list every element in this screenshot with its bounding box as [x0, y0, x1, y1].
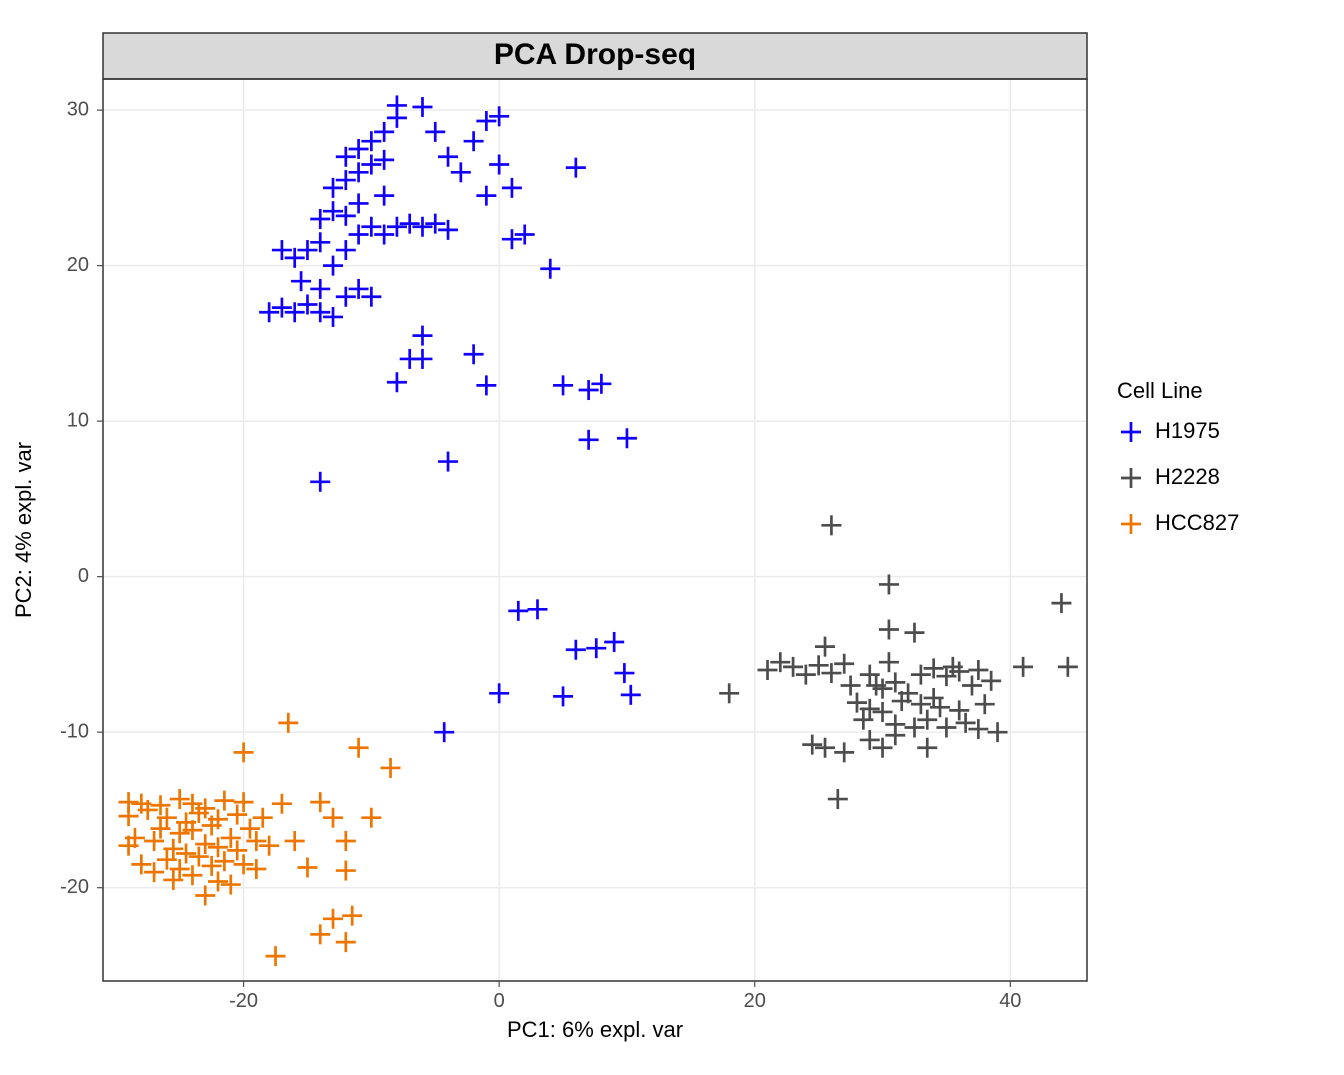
y-axis-label: PC2: 4% expl. var — [11, 442, 36, 618]
y-tick-label: 30 — [67, 98, 89, 120]
legend-item-label: H2228 — [1155, 464, 1220, 489]
pca-scatter-figure: PCA Drop-seq -20 0 20 40 -20 -10 0 10 20 30 PC1: 6%… — [0, 0, 1344, 1075]
legend-item-label: H1975 — [1155, 418, 1220, 443]
y-tick-label: 10 — [67, 409, 89, 431]
legend-item-label: HCC827 — [1155, 510, 1239, 535]
legend-swatch-icon — [1121, 514, 1141, 534]
x-axis-label: PC1: 6% expl. var — [507, 1017, 683, 1042]
legend-swatch-icon — [1121, 422, 1141, 442]
x-tick-label: 20 — [744, 990, 766, 1012]
y-tick-label: -20 — [60, 876, 89, 898]
legend-item: H1975 — [1121, 418, 1220, 443]
legend: Cell Line H1975 H2228 HCC827 — [1117, 378, 1239, 535]
y-tick-label: 20 — [67, 254, 89, 276]
legend-title: Cell Line — [1117, 378, 1203, 403]
chart-svg: PCA Drop-seq -20 0 20 40 -20 -10 0 10 20 30 PC1: 6%… — [0, 0, 1344, 1075]
y-tick-label: -10 — [60, 720, 89, 742]
chart-title: PCA Drop-seq — [494, 38, 696, 71]
x-tick-label: 0 — [494, 990, 505, 1012]
x-tick-label: 40 — [999, 990, 1021, 1012]
legend-item: H2228 — [1121, 464, 1220, 489]
legend-item: HCC827 — [1121, 510, 1239, 535]
x-tick-label: -20 — [229, 990, 258, 1012]
legend-swatch-icon — [1121, 468, 1141, 488]
y-tick-label: 0 — [78, 565, 89, 587]
plot-background — [103, 79, 1087, 981]
